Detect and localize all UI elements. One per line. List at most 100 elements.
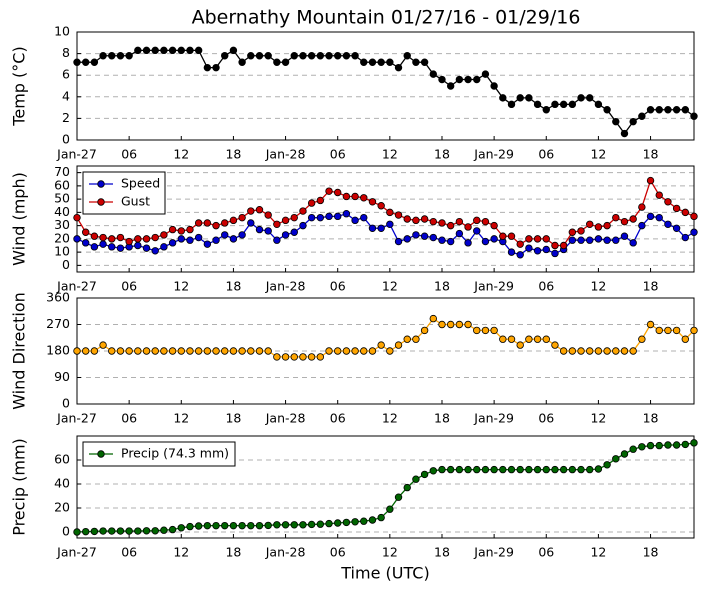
data-point: [455, 75, 464, 84]
data-point: [73, 235, 81, 243]
data-point: [255, 347, 264, 355]
data-point: [681, 233, 690, 242]
data-point: [290, 213, 298, 222]
data-point: [142, 347, 151, 355]
data-point: [90, 243, 99, 251]
data-point: [586, 236, 594, 244]
x-tick-label: 18: [434, 279, 450, 294]
data-point: [490, 82, 498, 90]
data-point: [446, 465, 455, 474]
data-point: [238, 521, 246, 530]
data-point: [360, 194, 368, 202]
data-point: [490, 221, 498, 230]
data-point: [525, 235, 533, 243]
data-point: [481, 237, 490, 246]
data-point: [690, 212, 698, 221]
data-point: [516, 465, 524, 474]
data-point: [229, 235, 238, 243]
data-point: [490, 326, 498, 335]
data-point: [212, 63, 220, 72]
data-point: [368, 347, 377, 355]
data-point: [377, 202, 385, 210]
data-point: [168, 225, 177, 234]
x-tick-label: 12: [382, 411, 398, 426]
x-tick-label: 06: [330, 411, 346, 426]
x-tick-label: 18: [434, 147, 450, 162]
y-tick-label: 30: [54, 217, 70, 232]
data-point: [125, 52, 133, 60]
data-point: [299, 521, 307, 529]
data-point: [603, 221, 611, 230]
data-point: [342, 518, 351, 527]
data-point: [533, 235, 542, 243]
data-point: [108, 347, 116, 355]
data-point: [438, 465, 446, 474]
y-tick-label: 40: [54, 204, 70, 219]
x-tick-label: 18: [434, 411, 450, 426]
data-point: [81, 347, 90, 355]
data-point: [672, 224, 681, 232]
data-point: [525, 244, 533, 252]
data-point: [99, 52, 107, 60]
data-point: [681, 335, 690, 343]
data-point: [334, 347, 342, 355]
data-point: [507, 100, 516, 109]
data-point: [429, 217, 437, 226]
data-point: [186, 522, 194, 531]
data-point: [264, 211, 272, 219]
data-point: [316, 196, 325, 205]
data-point: [681, 208, 690, 217]
data-point: [290, 52, 298, 60]
data-point: [394, 237, 403, 246]
data-point: [655, 213, 663, 222]
y-tick-label: 60: [54, 452, 70, 467]
data-point: [386, 220, 394, 228]
data-point: [586, 465, 594, 474]
data-point: [273, 236, 281, 244]
legend-marker: [97, 180, 105, 188]
data-point: [568, 347, 577, 355]
data-point: [73, 213, 81, 222]
data-point: [603, 106, 611, 114]
data-point: [116, 244, 125, 252]
data-point: [168, 525, 177, 534]
data-point: [273, 58, 281, 66]
series-line: [76, 179, 695, 247]
data-point: [568, 228, 577, 236]
x-tick-label: 06: [121, 279, 137, 294]
x-tick-label: 18: [643, 279, 659, 294]
data-point: [299, 353, 307, 361]
data-point: [81, 58, 90, 66]
data-point: [507, 465, 516, 474]
y-tick-label: 20: [54, 230, 70, 245]
data-point: [247, 52, 255, 60]
data-point: [212, 221, 220, 230]
x-tick-label: 12: [590, 411, 606, 426]
data-point: [221, 231, 229, 239]
x-tick-label: 12: [173, 411, 189, 426]
data-point: [99, 527, 107, 535]
data-point: [142, 527, 151, 535]
data-point: [377, 341, 385, 349]
data-point: [620, 232, 629, 240]
data-point: [134, 46, 142, 55]
data-point: [360, 58, 368, 66]
data-point: [221, 52, 229, 60]
y-axis-label: Wind (mph): [10, 172, 29, 266]
data-point: [594, 223, 603, 231]
data-point: [342, 52, 351, 60]
data-point: [533, 247, 542, 255]
data-point: [108, 527, 116, 535]
data-point: [499, 335, 507, 343]
data-point: [446, 221, 455, 230]
data-point: [533, 335, 542, 343]
data-point: [255, 52, 264, 60]
data-point: [577, 347, 585, 355]
data-point: [360, 347, 368, 355]
data-point: [386, 505, 394, 513]
data-point: [351, 347, 359, 355]
data-point: [203, 240, 212, 248]
data-point: [594, 100, 603, 109]
y-tick-label: 0: [62, 396, 70, 411]
data-point: [125, 527, 133, 535]
